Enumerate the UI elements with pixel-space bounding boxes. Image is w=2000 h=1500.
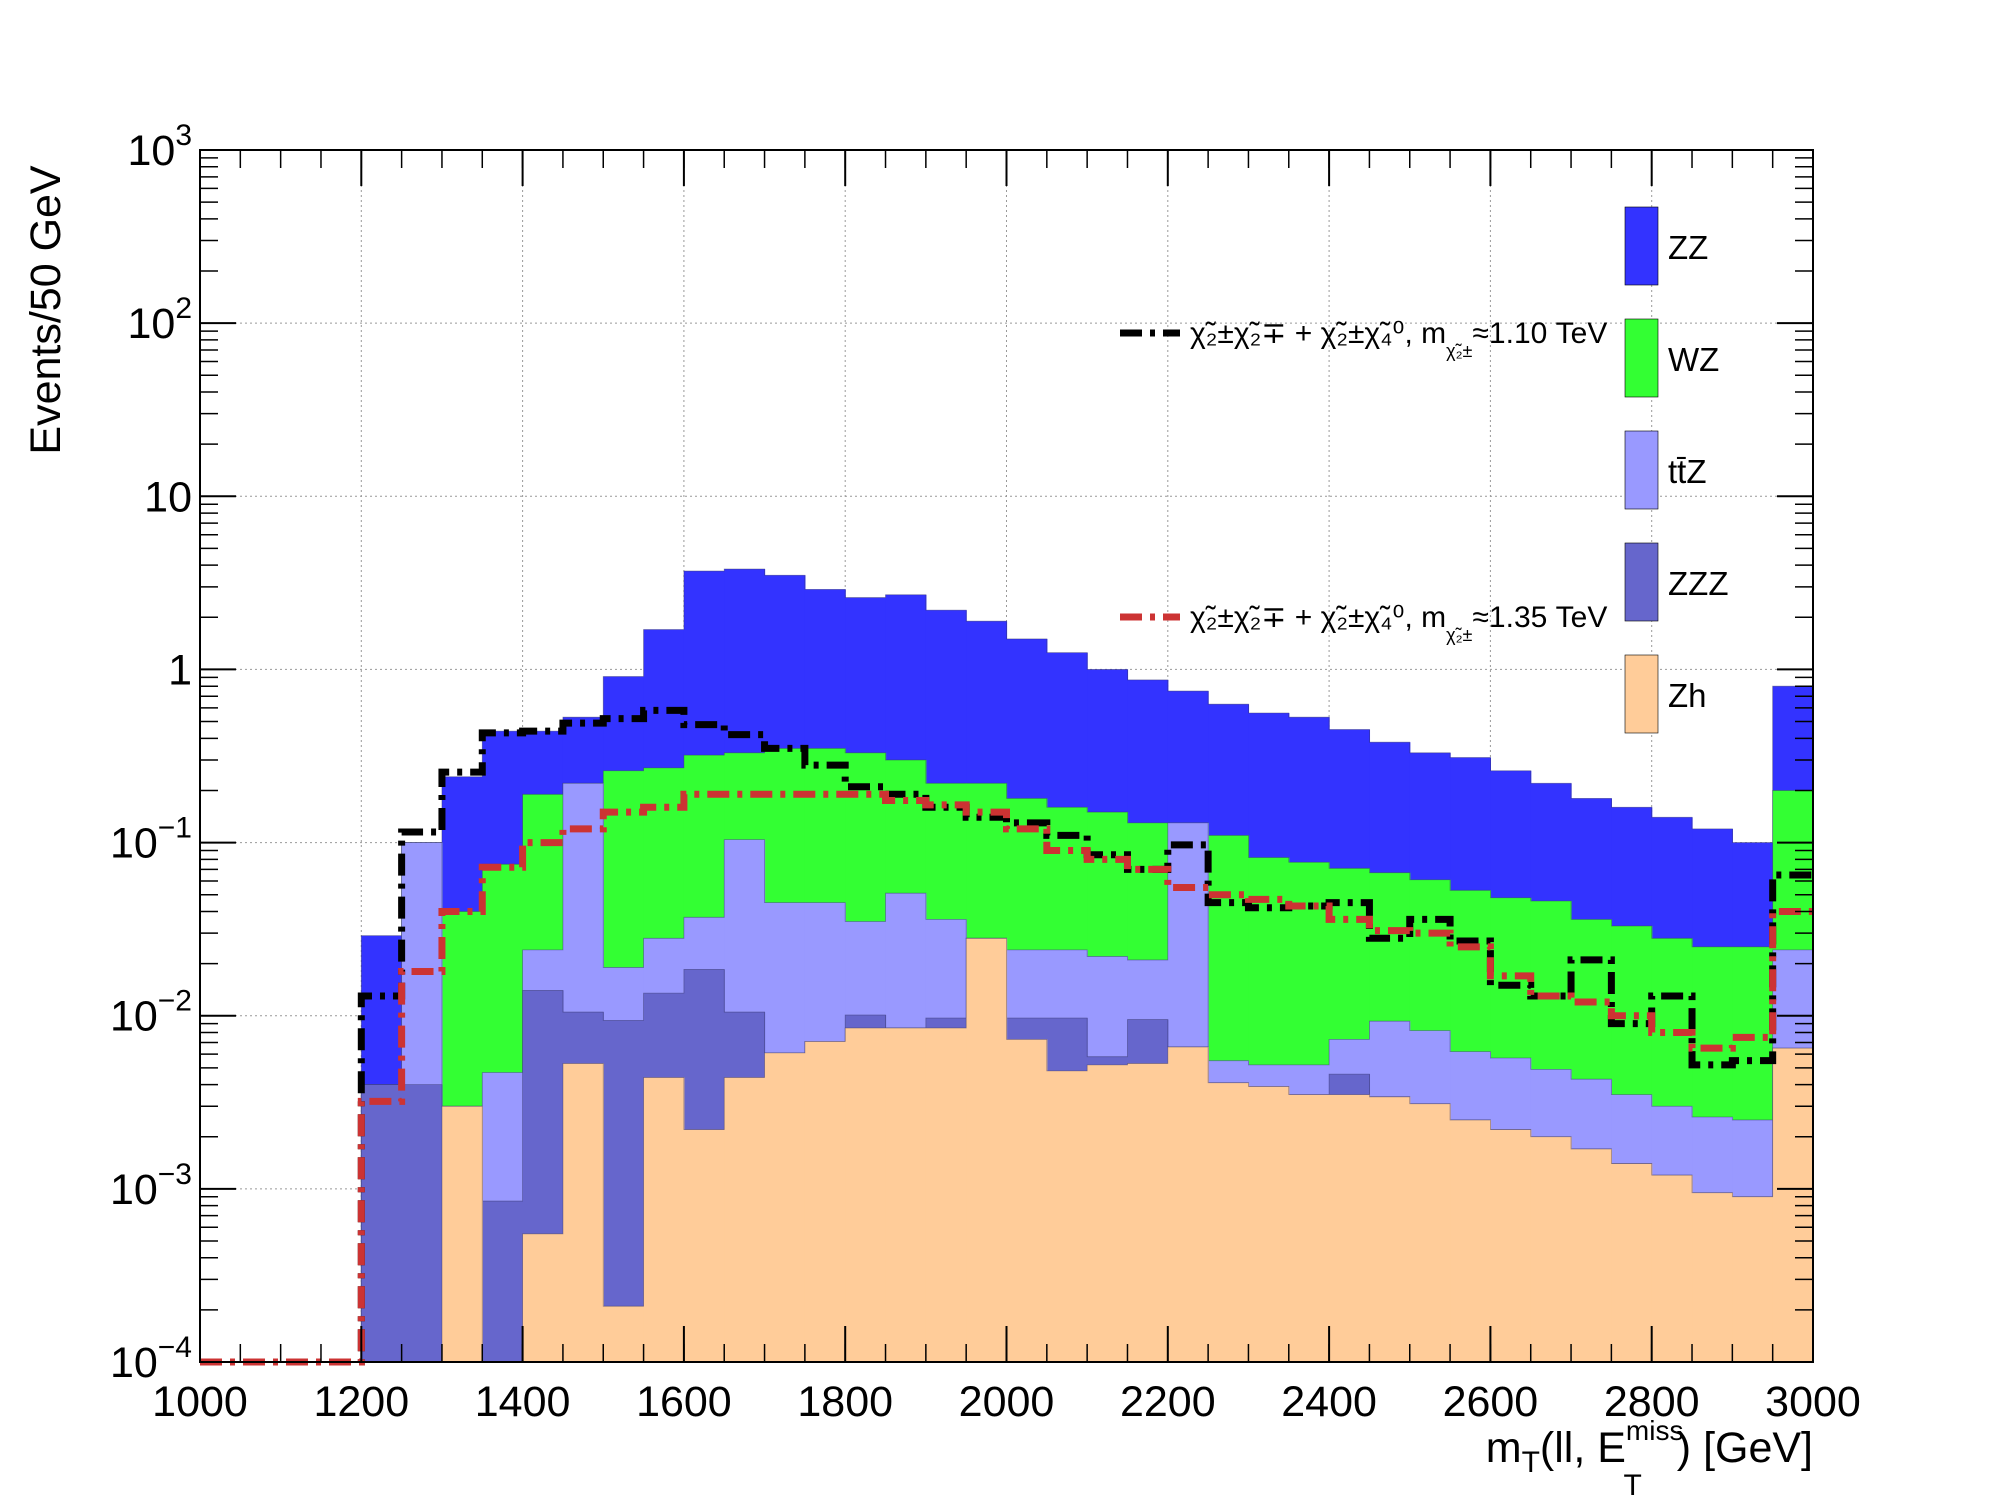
axis-ticks: 1000 1200 1400 1600 1800 2000 2200 2400 2600 2800…: [110, 119, 1861, 1426]
x-tick-label: 2400: [1281, 1378, 1377, 1426]
bar-zh: [643, 1077, 685, 1362]
legend-swatch: [1624, 318, 1659, 398]
y-tick-label: 10−1: [110, 812, 192, 868]
x-axis-label: mT(ll, Emiss T) [GeV]: [1486, 1415, 1813, 1500]
bar-zh: [1369, 1096, 1411, 1362]
legend-swatch: [1624, 430, 1659, 510]
legend: ZZ WZ tt̄Z ZZZ Zh: [1624, 206, 1728, 734]
y-tick-label: 10−2: [110, 985, 192, 1041]
bar-zh: [804, 1041, 846, 1362]
bar-zzz: [361, 1084, 403, 1362]
x-tick-label: 1200: [313, 1378, 409, 1426]
bar-zh: [1288, 1094, 1330, 1362]
y-tick-label: 103: [127, 119, 192, 175]
bar-zh: [1571, 1148, 1612, 1362]
bar-zh: [1208, 1082, 1250, 1362]
x-tick-label: 1800: [797, 1378, 893, 1426]
y-tick-label: 102: [127, 292, 192, 348]
bar-zh: [683, 1129, 725, 1362]
bar-zh: [724, 1077, 766, 1362]
y-tick-label: 10−4: [110, 1331, 192, 1387]
stack-outline: [200, 937, 1813, 1363]
bar-zh: [885, 1027, 927, 1362]
stack-bars: [200, 568, 1814, 1363]
bar-zh: [441, 1106, 483, 1362]
bar-zh: [966, 938, 1008, 1362]
x-tick-label: 1000: [152, 1378, 248, 1426]
bar-zh: [1329, 1094, 1371, 1362]
x-tick-label: 2000: [959, 1378, 1055, 1426]
bar-zh: [925, 1027, 967, 1362]
legend-label: WZ: [1668, 341, 1719, 378]
y-tick-label: 10: [144, 473, 192, 521]
bar-zh: [1611, 1163, 1653, 1362]
bar-zzz: [603, 1020, 645, 1362]
legend-swatch: [1624, 654, 1659, 734]
x-tick-label: 2200: [1120, 1378, 1216, 1426]
bar-zzz: [482, 1201, 524, 1362]
legend-label: ZZZ: [1668, 565, 1728, 602]
bar-zh: [1046, 1070, 1088, 1362]
x-tick-label: 3000: [1765, 1378, 1861, 1426]
x-tick-label: 1400: [475, 1378, 571, 1426]
bar-zh: [603, 1306, 645, 1362]
bar-zh: [522, 1233, 564, 1362]
bar-zh: [1651, 1175, 1693, 1362]
bar-zh: [1692, 1192, 1733, 1362]
y-tick-label: 1: [168, 646, 192, 694]
bar-zh: [1127, 1063, 1169, 1362]
bar-zh: [1732, 1196, 1774, 1362]
bar-zh: [1167, 1046, 1209, 1362]
x-tick-label: 1600: [636, 1378, 732, 1426]
legend-label: Zh: [1668, 677, 1707, 714]
legend-swatch: [1624, 206, 1659, 286]
signal-line-2: [200, 790, 1813, 1366]
legend-label: ZZ: [1668, 229, 1708, 266]
bar-zh: [1409, 1103, 1451, 1362]
legend-swatch: [1624, 542, 1659, 622]
legend-label: tt̄Z: [1668, 453, 1707, 490]
bar-zh: [1490, 1129, 1532, 1362]
signal-legend-label: χ̃₂±χ̃₂∓ + χ̃₂±χ̃₄⁰, mχ̃₂±≈1.10 TeV: [1190, 317, 1607, 361]
signal-lines: [200, 706, 1813, 1366]
bar-zzz: [401, 1084, 443, 1362]
y-axis-label: Events/50 GeV: [22, 165, 70, 455]
x-tick-label: 2800: [1604, 1378, 1700, 1426]
bar-zh: [845, 1027, 887, 1362]
bar-zh: [1006, 1039, 1048, 1362]
bar-zh: [1450, 1119, 1491, 1362]
x-tick-label: 2600: [1443, 1378, 1539, 1426]
bar-zh: [1248, 1086, 1290, 1362]
y-tick-label: 10−3: [110, 1158, 192, 1214]
bar-zh: [1087, 1064, 1129, 1362]
stack-outline: [200, 568, 1813, 1363]
signal-legend: χ̃₂±χ̃₂∓ + χ̃₂±χ̃₄⁰, mχ̃₂±≈1.10 TeV χ̃₂±χ…: [1120, 317, 1607, 645]
bar-zh: [562, 1063, 604, 1362]
signal-legend-label: χ̃₂±χ̃₂∓ + χ̃₂±χ̃₄⁰, mχ̃₂±≈1.35 TeV: [1190, 601, 1607, 645]
bar-zh: [1530, 1136, 1572, 1362]
bar-zh: [764, 1052, 806, 1362]
